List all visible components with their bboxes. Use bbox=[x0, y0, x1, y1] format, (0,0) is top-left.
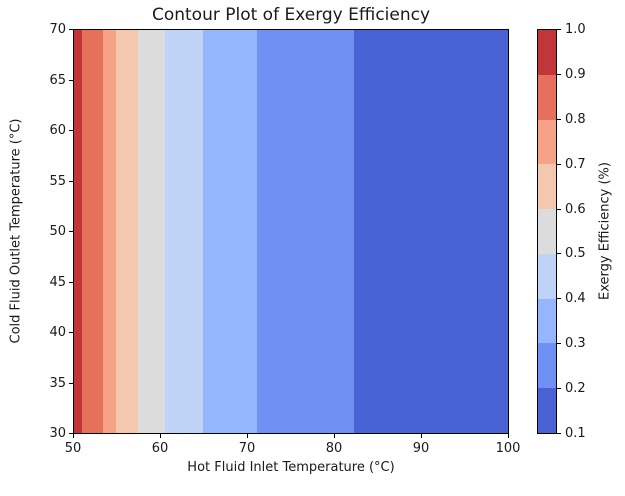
tick-label: 50 bbox=[49, 224, 66, 239]
tick-label: 0.2 bbox=[565, 381, 586, 396]
tick-mark bbox=[557, 119, 561, 120]
colorbar-label: Exergy Efficiency (%) bbox=[597, 162, 613, 300]
contour-band bbox=[115, 30, 139, 433]
tick-mark bbox=[557, 253, 561, 254]
tick-label: 0.4 bbox=[565, 291, 586, 306]
tick-label: 60 bbox=[49, 123, 66, 138]
tick-mark bbox=[69, 80, 73, 81]
tick-mark bbox=[508, 434, 509, 438]
tick-label: 55 bbox=[49, 174, 66, 189]
colorbar-segment bbox=[538, 343, 556, 390]
tick-mark bbox=[160, 434, 161, 438]
colorbar-segment bbox=[538, 388, 556, 433]
tick-mark bbox=[69, 29, 73, 30]
colorbar bbox=[537, 29, 557, 434]
contour-band bbox=[257, 30, 355, 433]
tick-label: 0.9 bbox=[565, 67, 586, 82]
tick-label: 0.8 bbox=[565, 112, 586, 127]
colorbar-segment bbox=[538, 209, 556, 255]
tick-mark bbox=[557, 209, 561, 210]
colorbar-segment bbox=[538, 74, 556, 121]
tick-mark bbox=[557, 298, 561, 299]
colorbar-segment bbox=[538, 298, 556, 345]
tick-label: 35 bbox=[49, 376, 66, 391]
tick-mark bbox=[73, 434, 74, 438]
contour-band bbox=[81, 30, 103, 433]
tick-mark bbox=[557, 74, 561, 75]
tick-mark bbox=[557, 164, 561, 165]
tick-mark bbox=[69, 383, 73, 384]
contour-band bbox=[138, 30, 166, 433]
chart-title: Contour Plot of Exergy Efficiency bbox=[151, 5, 431, 25]
tick-mark bbox=[247, 434, 248, 438]
tick-label: 70 bbox=[49, 22, 66, 37]
tick-label: 0.3 bbox=[565, 336, 586, 351]
tick-mark bbox=[69, 130, 73, 131]
contour-band bbox=[203, 30, 258, 433]
tick-label: 80 bbox=[325, 441, 343, 456]
colorbar-segment bbox=[538, 253, 556, 300]
contour-band bbox=[102, 30, 116, 433]
contour-band bbox=[354, 30, 508, 433]
tick-label: 1.0 bbox=[565, 22, 586, 37]
x-axis-label: Hot Fluid Inlet Temperature (°C) bbox=[187, 460, 395, 475]
tick-mark bbox=[69, 181, 73, 182]
tick-label: 60 bbox=[151, 441, 169, 456]
tick-mark bbox=[69, 231, 73, 232]
contour-band bbox=[74, 30, 82, 433]
tick-label: 65 bbox=[49, 73, 66, 88]
tick-label: 100 bbox=[495, 441, 521, 456]
tick-label: 40 bbox=[49, 325, 66, 340]
tick-label: 45 bbox=[49, 275, 66, 290]
tick-label: 50 bbox=[64, 441, 82, 456]
tick-mark bbox=[69, 282, 73, 283]
colorbar-segment bbox=[538, 119, 556, 166]
colorbar-segment bbox=[538, 164, 556, 210]
tick-label: 90 bbox=[412, 441, 430, 456]
tick-mark bbox=[69, 433, 73, 434]
contour-band bbox=[165, 30, 204, 433]
tick-mark bbox=[334, 434, 335, 438]
y-axis-label: Cold Fluid Outlet Temperature (°C) bbox=[8, 118, 24, 344]
tick-mark bbox=[557, 29, 561, 30]
tick-mark bbox=[421, 434, 422, 438]
tick-mark bbox=[557, 433, 561, 434]
tick-label: 0.6 bbox=[565, 202, 586, 217]
plot-area bbox=[73, 29, 509, 434]
tick-mark bbox=[69, 332, 73, 333]
colorbar-segment bbox=[538, 30, 556, 76]
tick-label: 0.7 bbox=[565, 157, 586, 172]
tick-label: 30 bbox=[49, 426, 66, 441]
tick-label: 70 bbox=[238, 441, 256, 456]
tick-label: 0.1 bbox=[565, 426, 586, 441]
tick-label: 0.5 bbox=[565, 246, 586, 261]
tick-mark bbox=[557, 388, 561, 389]
tick-mark bbox=[557, 343, 561, 344]
